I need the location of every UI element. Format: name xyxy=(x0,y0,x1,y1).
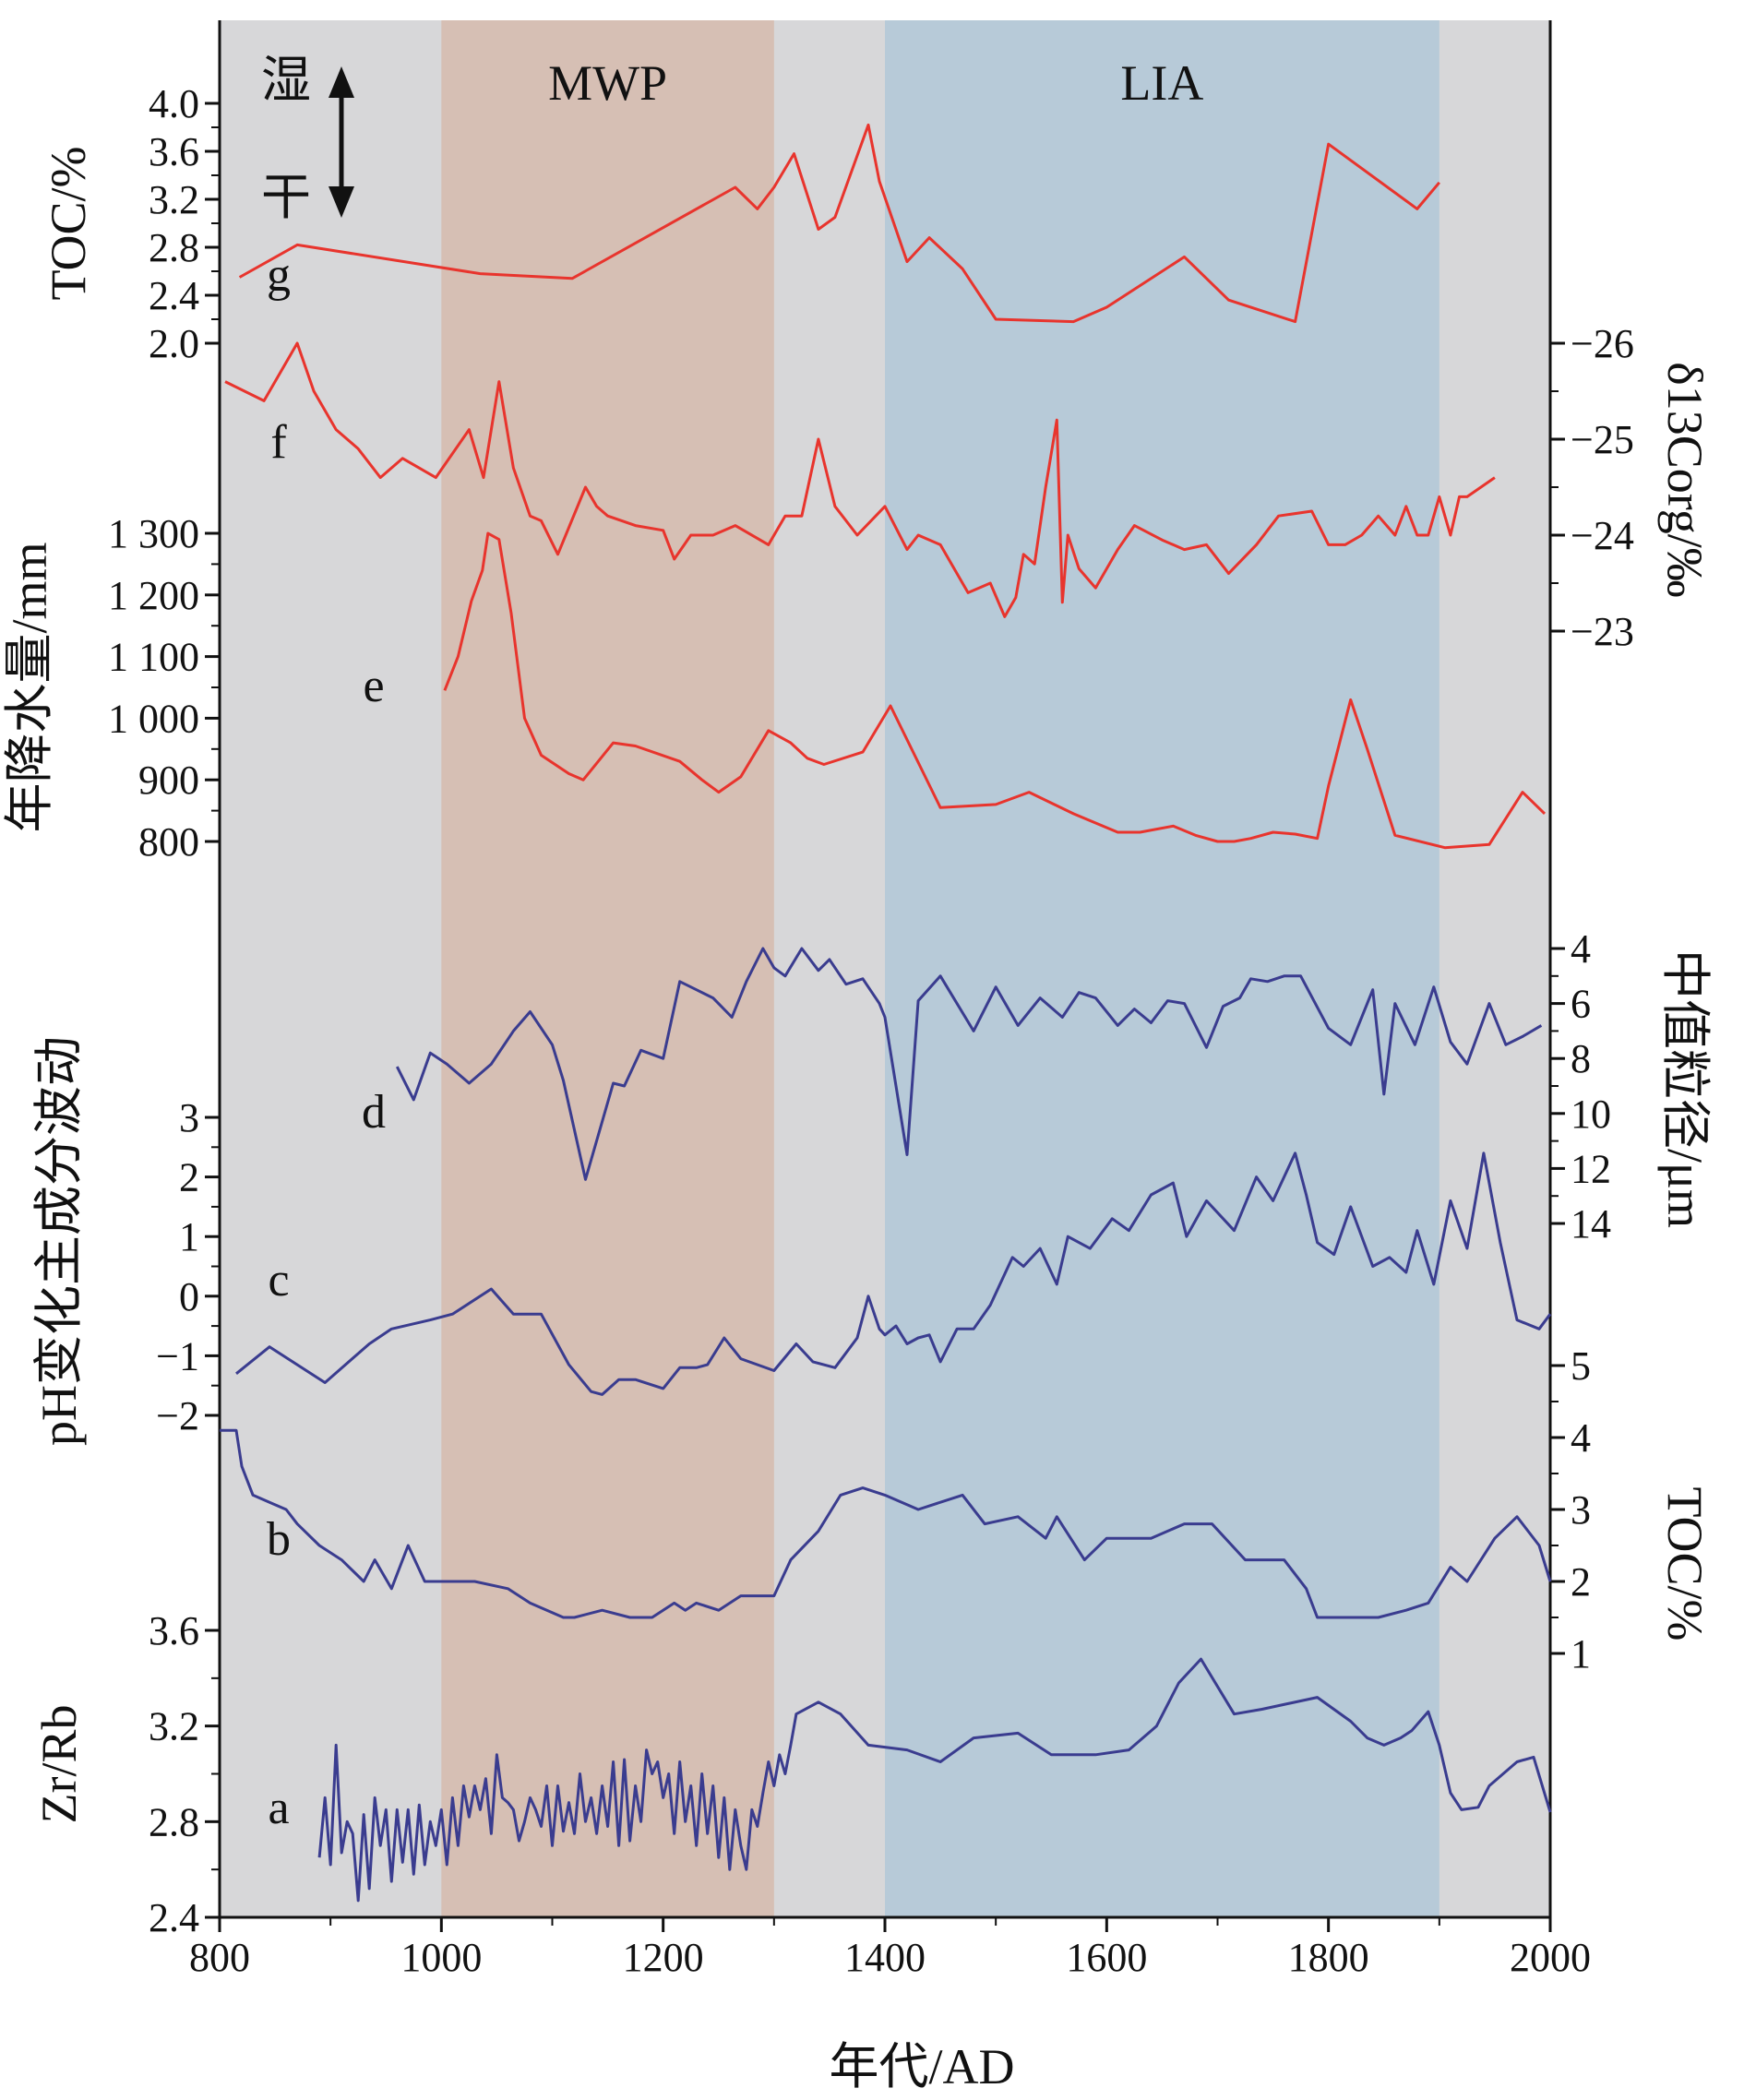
panel-e: 800 900 1 000 1 100 1 200 1 300 年降水量/mm e xyxy=(2,511,1547,865)
y-tick-label: 2.8 xyxy=(149,1799,199,1844)
panel-letter-b: b xyxy=(267,1513,291,1566)
y-tick-label: 3.2 xyxy=(149,1704,199,1749)
y-axis-title: Zr/Rb xyxy=(31,1705,87,1824)
y-tick-label: 6 xyxy=(1571,982,1591,1027)
panel-g: 2.02.42.83.23.64.0 TOC/% g xyxy=(41,81,1440,366)
y-tick-label: 2 xyxy=(1571,1559,1591,1605)
y-tick-label: 2.8 xyxy=(149,225,199,270)
period-band-mwp xyxy=(441,20,774,1917)
y-axis-title: TOC/% xyxy=(41,146,96,300)
panel-letter-g: g xyxy=(267,249,291,302)
y-axis-title: 中值粒径/μm xyxy=(1657,949,1713,1228)
y-tick-label: 5 xyxy=(1571,1343,1591,1389)
y-tick-label: 4 xyxy=(1571,1415,1591,1461)
y-tick-label: 1 000 xyxy=(108,696,199,741)
wet-label: 湿 xyxy=(261,53,311,108)
y-tick-label: −23 xyxy=(1571,609,1634,654)
y-tick-label: 900 xyxy=(138,758,199,803)
x-tick-label: 1800 xyxy=(1288,1935,1369,1980)
y-axis-title: pH变化主成分波动 xyxy=(31,1036,87,1446)
y-tick-label: 1 200 xyxy=(108,573,199,618)
series-line-d xyxy=(395,947,1543,1181)
panel-c: −2 −1 0 1 2 3 pH变化主成分波动 c xyxy=(31,1036,1552,1446)
y-tick-label: 2.0 xyxy=(149,321,199,366)
y-tick-label: 2 xyxy=(179,1155,199,1200)
x-tick-label: 1000 xyxy=(400,1935,482,1980)
y-tick-label: −24 xyxy=(1571,513,1634,558)
x-tick-label: 1200 xyxy=(623,1935,704,1980)
panel-a: 2.4 2.8 3.2 3.6 Zr/Rb a xyxy=(31,1608,1552,1940)
x-tick-label: 1400 xyxy=(844,1935,926,1980)
series-line-g xyxy=(238,123,1440,324)
y-tick-label: −25 xyxy=(1571,417,1634,462)
series-line-f xyxy=(224,341,1496,618)
panel-letter-a: a xyxy=(268,1782,289,1834)
y-axis-title: δ13Corg/‰ xyxy=(1657,362,1713,597)
y-tick-label: 3 xyxy=(179,1095,199,1140)
x-tick-label: 2000 xyxy=(1510,1935,1591,1980)
y-tick-label: 1 300 xyxy=(108,511,199,556)
panel-letter-c: c xyxy=(268,1254,289,1307)
period-band-lia xyxy=(885,20,1439,1917)
series-line-e xyxy=(443,531,1547,850)
y-tick-label: 14 xyxy=(1571,1201,1611,1247)
y-tick-label: 12 xyxy=(1571,1146,1611,1191)
indicator-arrow-up-head xyxy=(328,66,354,98)
panel-letter-e: e xyxy=(363,660,384,712)
panel-letter-d: d xyxy=(362,1086,386,1139)
y-tick-label: 2.4 xyxy=(149,273,199,318)
dry-label: 干 xyxy=(261,170,311,225)
panel-d: 4 6 8 10 12 14 中值粒径/μm d xyxy=(362,926,1713,1247)
y-tick-label: 10 xyxy=(1571,1092,1611,1137)
period-label-mwp: MWP xyxy=(548,55,667,111)
period-label-lia: LIA xyxy=(1120,55,1203,111)
y-tick-label: 3 xyxy=(1571,1487,1591,1533)
indicator-arrow-down-head xyxy=(328,186,354,218)
y-tick-label: 1 100 xyxy=(108,635,199,680)
y-tick-label: 2.4 xyxy=(149,1895,199,1940)
y-tick-label: 3.2 xyxy=(149,177,199,222)
y-tick-label: −26 xyxy=(1571,321,1634,366)
y-tick-label: 1 xyxy=(179,1214,199,1259)
y-tick-label: 800 xyxy=(138,819,199,865)
y-tick-label: 1 xyxy=(1571,1631,1591,1676)
series-line-c xyxy=(235,1151,1552,1396)
x-axis-title: 年代/AD xyxy=(830,2039,1015,2094)
y-tick-label: 3.6 xyxy=(149,1608,199,1653)
series-line-a xyxy=(317,1657,1552,1903)
y-tick-label: −1 xyxy=(156,1333,199,1378)
y-tick-label: 4 xyxy=(1571,926,1591,972)
y-tick-label: 3.6 xyxy=(149,129,199,174)
x-tick-label: 1600 xyxy=(1066,1935,1147,1980)
y-tick-label: 4.0 xyxy=(149,81,199,126)
series-line-b xyxy=(220,1428,1552,1619)
y-tick-label: −2 xyxy=(156,1393,199,1438)
panel-b: 1 2 3 4 5 TOC/% b xyxy=(220,1343,1713,1676)
x-tick-label: 800 xyxy=(189,1935,250,1980)
y-axis-title: TOC/% xyxy=(1657,1486,1713,1641)
panel-f: −26 −25 −24 −23 δ13Corg/‰ f xyxy=(224,321,1713,654)
panel-letter-f: f xyxy=(270,416,287,469)
y-axis-title: 年降水量/mm xyxy=(2,542,57,832)
y-tick-label: 8 xyxy=(1571,1036,1591,1081)
y-tick-label: 0 xyxy=(179,1274,199,1319)
